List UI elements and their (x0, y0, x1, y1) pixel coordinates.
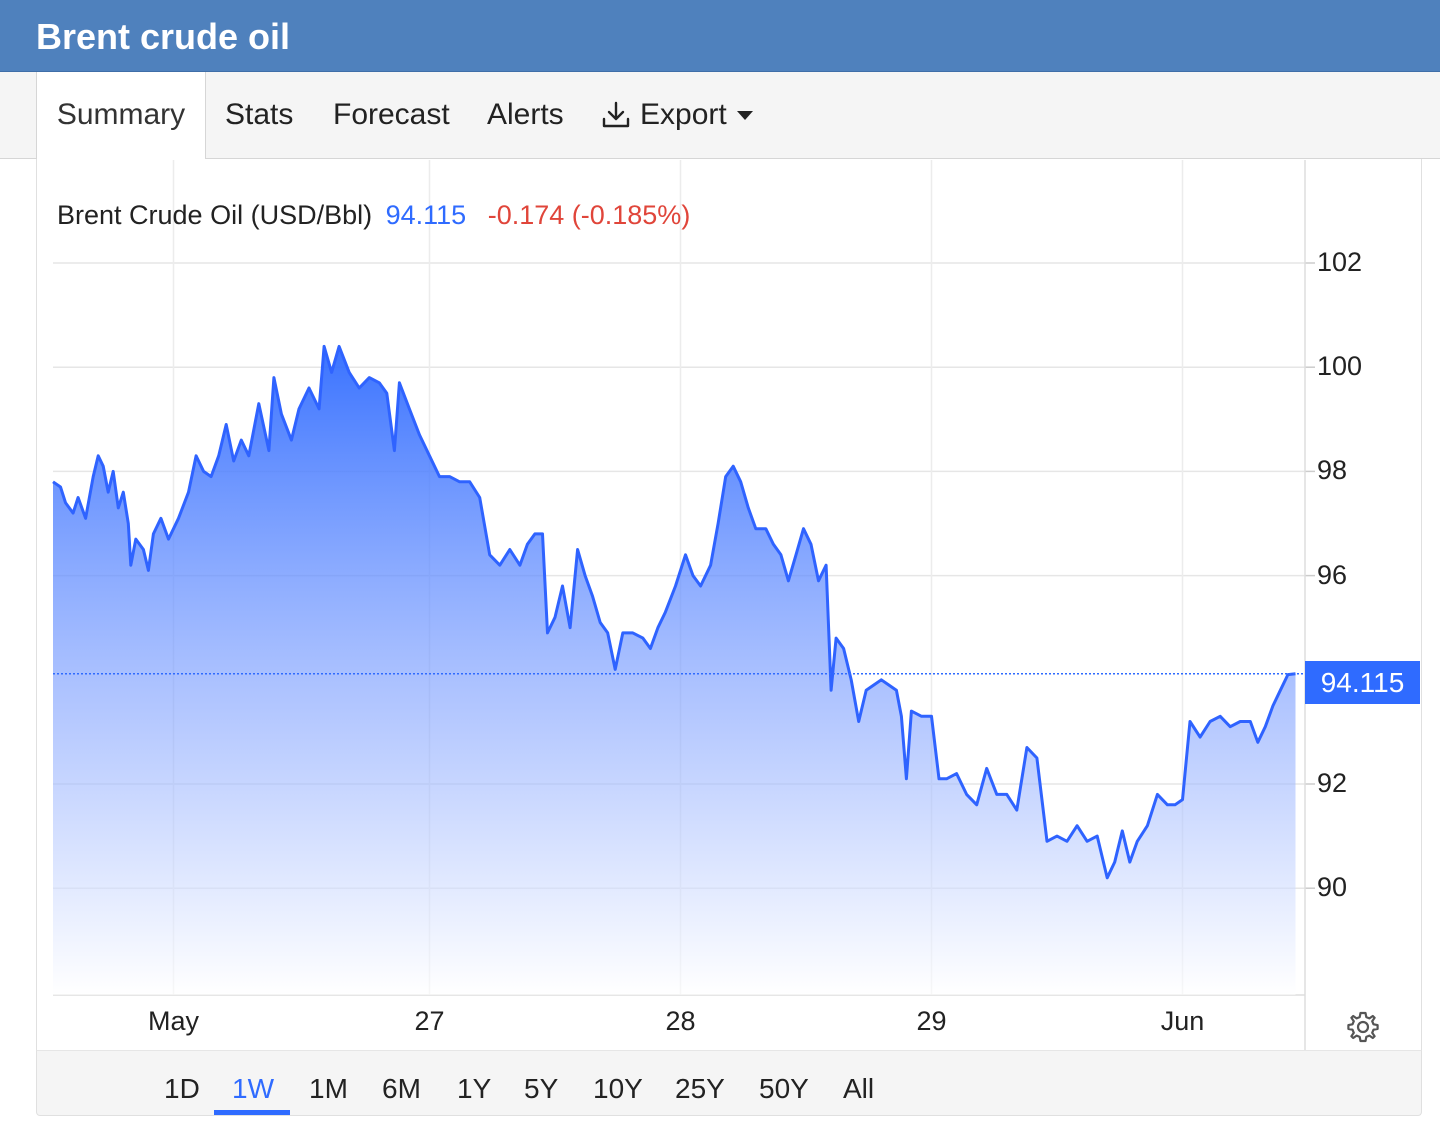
legend-price: 94.115 (385, 200, 467, 230)
range-button-6m[interactable]: 6M (382, 1073, 421, 1104)
range-button-all[interactable]: All (843, 1073, 875, 1104)
y-tick-label: 100 (1317, 351, 1363, 382)
download-icon (602, 101, 630, 128)
tab-stats[interactable]: Stats (225, 98, 294, 131)
y-tick-label: 90 (1317, 872, 1348, 903)
tab-export[interactable]: Export (600, 72, 753, 158)
chart-legend: Brent Crude Oil (USD/Bbl) 94.115 -0.174 … (57, 200, 690, 231)
legend-change: -0.174 (-0.185%) (487, 200, 691, 230)
range-button-50y[interactable]: 50Y (759, 1073, 809, 1104)
price-chart[interactable] (0, 0, 1440, 1050)
range-button-1y[interactable]: 1Y (457, 1073, 492, 1104)
range-button-1m[interactable]: 1M (309, 1073, 348, 1104)
range-button-1w[interactable]: 1W (232, 1073, 274, 1104)
active-range-indicator (214, 1110, 290, 1115)
page-title: Brent crude oil (36, 16, 291, 57)
y-tick-label: 96 (1317, 559, 1348, 590)
x-tick-label: 29 (916, 1006, 947, 1036)
range-button-1d[interactable]: 1D (164, 1073, 200, 1104)
title-bar: Brent crude oil (0, 0, 1440, 72)
price-area (53, 346, 1296, 995)
x-tick-label: 28 (665, 1006, 696, 1036)
gear-icon[interactable] (1346, 1010, 1380, 1044)
y-tick-label: 102 (1317, 247, 1363, 277)
price-line (52, 344, 1296, 880)
current-price-badge: 94.115 (1305, 661, 1420, 704)
tab-forecast[interactable]: Forecast (333, 98, 450, 131)
export-label: Export (640, 98, 727, 131)
tab-bar: Summary Stats Forecast Alerts Export (0, 72, 1440, 159)
x-tick-label: May (147, 1006, 199, 1036)
tab-summary[interactable]: Summary (36, 72, 206, 159)
x-tick-label: Jun (1160, 1006, 1205, 1036)
legend-series-name: Brent Crude Oil (USD/Bbl) (57, 200, 373, 230)
chevron-down-icon (736, 110, 753, 120)
range-button-10y[interactable]: 10Y (593, 1073, 643, 1104)
x-tick-label: 27 (414, 1006, 445, 1036)
tab-alerts[interactable]: Alerts (487, 98, 564, 131)
range-button-5y[interactable]: 5Y (524, 1073, 559, 1104)
y-tick-label: 92 (1317, 768, 1348, 798)
range-button-25y[interactable]: 25Y (675, 1073, 725, 1104)
y-tick-label: 98 (1317, 455, 1348, 486)
range-selector: 1D 1W 1M 6M 1Y 5Y 10Y 25Y 50Y All (36, 1050, 1422, 1116)
